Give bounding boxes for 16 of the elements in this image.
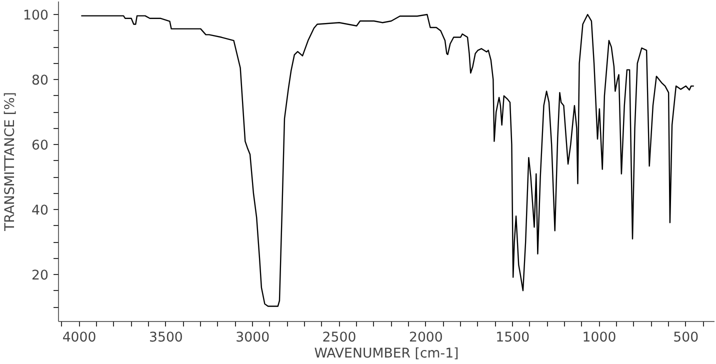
x-axis-title: WAVENUMBER [cm-1]	[314, 346, 459, 362]
x-tick-label: 500	[673, 330, 699, 346]
y-tick-label: 100	[23, 8, 49, 24]
x-tick-label: 4000	[62, 330, 96, 346]
x-tick-label: 2000	[408, 330, 443, 346]
y-tick-label: 40	[32, 204, 49, 219]
y-tick-label: 80	[32, 74, 49, 89]
x-tick-label: 3500	[148, 330, 183, 346]
y-tick-label: 60	[32, 138, 49, 154]
y-axis-title: TRANSMITTANCE [%]	[3, 92, 18, 232]
line-series	[80, 14, 694, 307]
x-tick-label: 1500	[496, 330, 530, 346]
x-tick-label: 3000	[236, 330, 270, 346]
y-tick-label: 20	[32, 268, 49, 284]
x-tick-label: 1000	[582, 330, 616, 346]
x-tick-label: 2500	[322, 330, 356, 346]
